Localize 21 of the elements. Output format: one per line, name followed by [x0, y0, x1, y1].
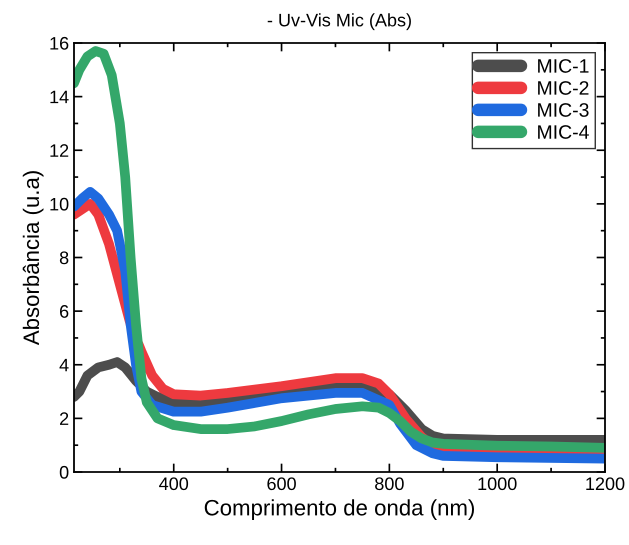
x-tick-label: 800 [375, 477, 404, 490]
y-tick-label: 4 [60, 358, 69, 372]
legend-label: MIC-3 [538, 103, 589, 117]
y-tick-label: 8 [60, 251, 68, 264]
legend-label: MIC-1 [538, 59, 588, 73]
y-tick-label: 0 [60, 466, 68, 479]
chart-title: - Uv-Vis Mic (Abs) [268, 13, 411, 30]
x-tick-label: 1200 [586, 477, 624, 490]
x-axis-title: Comprimento de onda (nm) [204, 499, 474, 520]
x-tick-label: 600 [267, 477, 296, 490]
y-tick-label: 14 [50, 90, 69, 104]
y-tick-label: 12 [50, 144, 68, 157]
y-tick-label: 10 [50, 198, 68, 211]
y-axis-title: Absorbância (u.a) [22, 171, 44, 346]
y-tick-label: 16 [50, 36, 68, 50]
y-tick-label: 2 [60, 412, 68, 425]
legend-label: MIC-2 [538, 81, 588, 95]
y-tick-label: 6 [60, 305, 68, 318]
legend-label: MIC-4 [538, 125, 589, 139]
x-tick-label: 400 [159, 477, 188, 490]
x-tick-label: 1000 [478, 477, 517, 490]
